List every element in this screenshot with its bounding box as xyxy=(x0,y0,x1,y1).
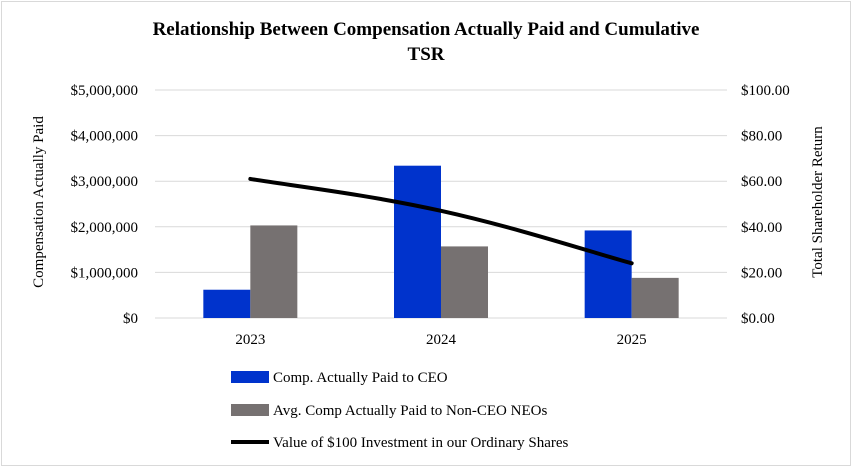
legend-swatch-neo xyxy=(231,404,269,416)
y-tick-label: $3,000,000 xyxy=(71,174,139,190)
y-tick-label: $2,000,000 xyxy=(71,220,139,236)
y2-tick-label: $40.00 xyxy=(741,220,782,236)
x-tick-label: 2024 xyxy=(426,332,457,348)
chart-title-line2: TSR xyxy=(408,44,445,65)
y2-tick-label: $80.00 xyxy=(741,129,782,145)
tsr-line-path xyxy=(248,176,634,266)
y-tick-label: $4,000,000 xyxy=(71,129,139,145)
y-tick-label: $5,000,000 xyxy=(71,83,139,99)
bars xyxy=(203,165,679,318)
y2-tick-label: $0.00 xyxy=(741,311,775,327)
legend-label-neo: Avg. Comp Actually Paid to Non-CEO NEOs xyxy=(273,403,547,419)
legend-label-ceo: Comp. Actually Paid to CEO xyxy=(273,370,448,386)
x-axis-ticks: 2023 2024 2025 xyxy=(235,332,646,348)
y2-tick-label: $20.00 xyxy=(741,265,782,281)
bar-neo-2025 xyxy=(631,277,679,318)
bar-ceo-2025 xyxy=(584,230,632,318)
legend-swatch-ceo xyxy=(231,371,269,383)
y-tick-label: $0 xyxy=(123,311,138,327)
tsr-line xyxy=(248,176,634,266)
y2-axis-label: Total Shareholder Return xyxy=(810,126,826,278)
y-axis-label: Compensation Actually Paid xyxy=(31,116,47,288)
x-tick-label: 2025 xyxy=(617,332,647,348)
y-tick-label: $1,000,000 xyxy=(71,265,139,281)
bar-neo-2024 xyxy=(441,246,488,318)
chart-title-line1: Relationship Between Compensation Actual… xyxy=(153,19,700,40)
bar-neo-2023 xyxy=(250,225,298,318)
legend: Comp. Actually Paid to CEO Avg. Comp Act… xyxy=(231,370,569,451)
x-tick-label: 2023 xyxy=(235,332,265,348)
y2-axis-ticks: $0.00 $20.00 $40.00 $60.00 $80.00 $100.00 xyxy=(741,83,790,327)
y-axis-ticks: $0 $1,000,000 $2,000,000 $3,000,000 $4,000,0… xyxy=(71,83,139,327)
bar-ceo-2024 xyxy=(394,165,441,318)
y2-tick-label: $100.00 xyxy=(741,83,790,99)
legend-label-tsr: Value of $100 Investment in our Ordinary… xyxy=(273,435,569,451)
y2-tick-label: $60.00 xyxy=(741,174,782,190)
bar-ceo-2023 xyxy=(203,289,251,318)
